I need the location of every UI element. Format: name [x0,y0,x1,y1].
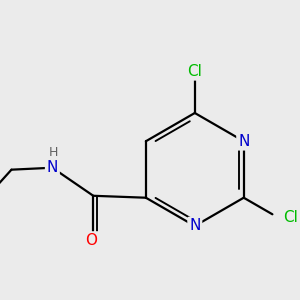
Text: Cl: Cl [188,64,202,79]
Text: O: O [85,233,97,248]
Text: Cl: Cl [283,210,298,225]
Text: N: N [189,218,200,233]
Text: N: N [238,134,249,149]
Text: H: H [49,146,58,159]
Text: N: N [47,160,58,175]
